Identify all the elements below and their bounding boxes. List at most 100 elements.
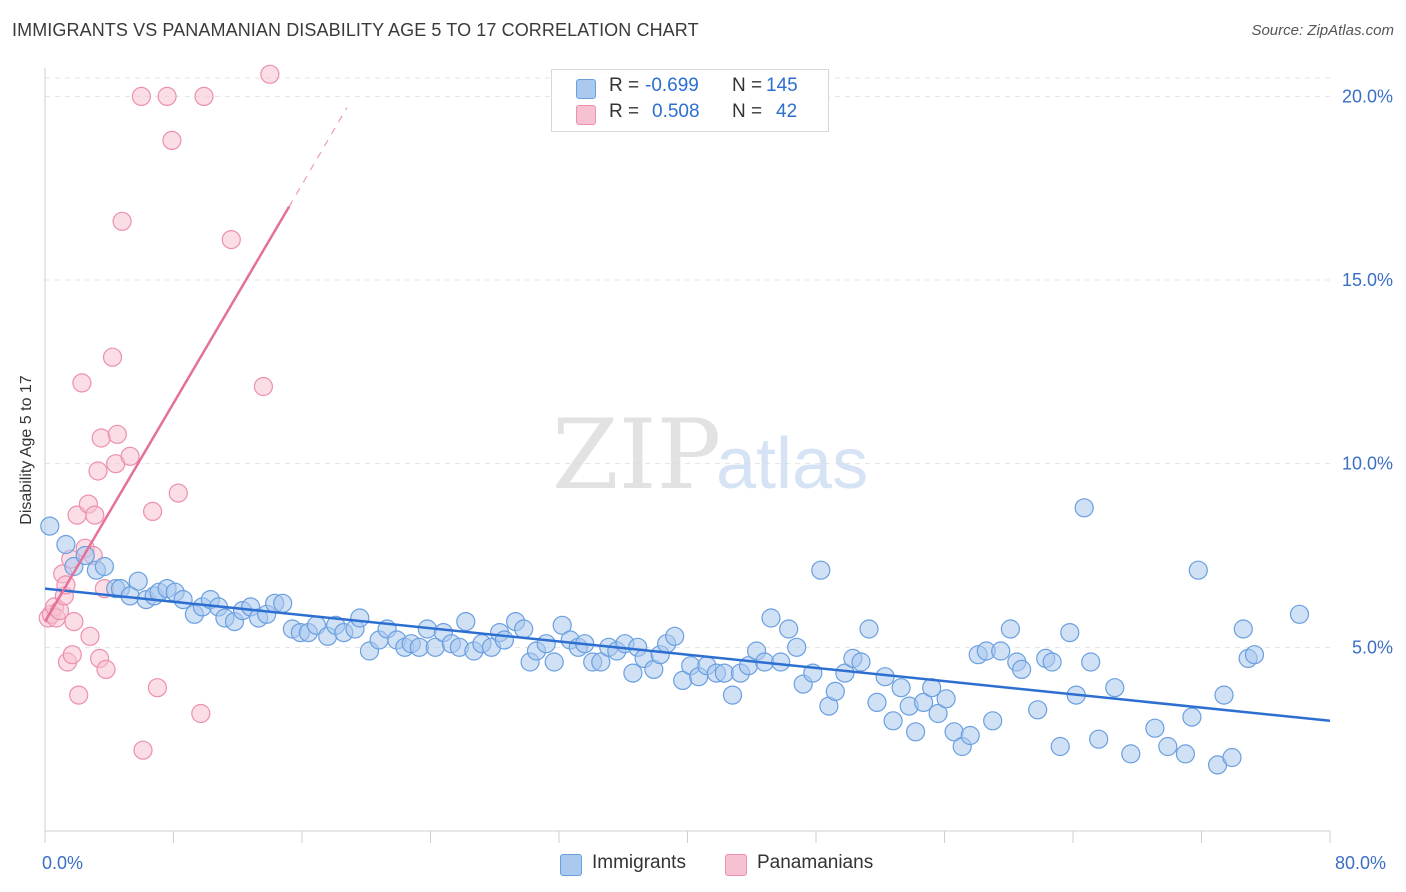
swatch-panamanians (576, 105, 596, 125)
point-immigrants (1289, 604, 1310, 624)
trend-line-immigrants (44, 587, 1331, 723)
n-label: N = (732, 101, 763, 122)
point-panamanians (102, 347, 123, 367)
point-immigrants (591, 652, 611, 672)
stats-row-immigrants: R = -0.699 N = 145 (552, 75, 828, 101)
point-immigrants (771, 652, 791, 672)
point-immigrants (835, 663, 855, 683)
chart-title: IMMIGRANTS VS PANAMANIAN DISABILITY AGE … (12, 20, 699, 40)
point-panamanians (64, 611, 84, 632)
point-panamanians (72, 373, 92, 393)
point-immigrants (1233, 619, 1253, 639)
point-immigrants (665, 626, 685, 646)
point-immigrants (1042, 652, 1062, 672)
point-panamanians (112, 211, 132, 231)
y-axis-label: Disability Age 5 to 17 (18, 375, 35, 525)
point-panamanians (260, 64, 280, 84)
point-immigrants (623, 663, 643, 683)
watermark-atlas: atlas (716, 424, 868, 504)
points-panamanians (38, 64, 280, 760)
legend-swatch-immigrants (560, 854, 582, 876)
point-immigrants (928, 703, 948, 724)
point-immigrants (913, 692, 934, 713)
point-immigrants (1089, 729, 1109, 749)
y-tick-label: 5.0% (1352, 637, 1393, 657)
point-immigrants (1182, 707, 1202, 727)
point-immigrants (983, 711, 1003, 731)
point-immigrants (960, 725, 980, 746)
watermark: ZIP atlas (552, 399, 868, 511)
point-immigrants (409, 637, 429, 657)
point-immigrants (936, 689, 956, 709)
point-immigrants (761, 608, 781, 628)
point-immigrants (273, 593, 293, 613)
y-axis-label-wrap: Disability Age 5 to 17 (14, 300, 40, 600)
point-immigrants (905, 722, 926, 742)
point-panamanians (133, 740, 153, 760)
point-immigrants (851, 652, 871, 672)
point-immigrants (883, 711, 903, 731)
stats-row-panamanians: R = 0.508 N = 42 (552, 101, 828, 127)
point-immigrants (56, 534, 76, 555)
point-immigrants (991, 641, 1011, 661)
point-immigrants (1121, 744, 1141, 764)
n-label: N = (732, 75, 763, 96)
r-label: R = (609, 101, 640, 122)
point-immigrants (891, 678, 911, 698)
n-value: 42 (776, 101, 798, 122)
point-panamanians (162, 130, 182, 150)
point-panamanians (80, 626, 100, 646)
legend-swatch-panamanians (725, 854, 747, 876)
point-immigrants (94, 556, 115, 577)
points-immigrants (40, 498, 1310, 775)
point-immigrants (544, 652, 564, 672)
point-immigrants (722, 685, 743, 705)
point-panamanians (96, 659, 116, 680)
point-panamanians (191, 703, 211, 724)
y-tick-label: 10.0% (1342, 454, 1393, 474)
watermark-zip: ZIP (552, 399, 721, 511)
point-panamanians (120, 446, 140, 466)
point-immigrants (1222, 747, 1242, 768)
trend-line-panamanians (43, 205, 291, 623)
point-immigrants (40, 516, 60, 536)
point-immigrants (1244, 645, 1265, 665)
point-panamanians (69, 685, 89, 705)
x-tick-label-max: 80.0% (1335, 853, 1387, 873)
point-immigrants (456, 611, 476, 632)
point-immigrants (1081, 652, 1101, 672)
trend-line-panamanians-extension (288, 107, 348, 207)
point-immigrants (1050, 736, 1070, 757)
x-tick-label-min: 0.0% (42, 853, 84, 873)
point-immigrants (1028, 700, 1048, 720)
point-immigrants (1158, 736, 1178, 757)
point-immigrants (514, 619, 534, 639)
r-value: -0.699 (645, 75, 699, 96)
point-immigrants (1175, 744, 1196, 764)
n-value: 145 (766, 75, 798, 96)
point-panamanians (157, 86, 177, 107)
trend-lines (43, 107, 1331, 723)
point-immigrants (1188, 560, 1208, 580)
point-immigrants (173, 589, 193, 610)
y-tick-labels: 5.0% 10.0% 15.0% 20.0% (1342, 86, 1393, 657)
point-panamanians (88, 461, 108, 481)
legend-label-immigrants: Immigrants (592, 852, 686, 873)
point-immigrants (1214, 685, 1234, 705)
point-panamanians (143, 501, 163, 521)
point-immigrants (811, 560, 831, 580)
point-immigrants (350, 608, 370, 628)
point-panamanians (253, 376, 273, 397)
axes (44, 68, 1331, 843)
point-immigrants (787, 637, 807, 657)
point-panamanians (221, 230, 241, 250)
r-value: 0.508 (652, 101, 700, 122)
legend-label-panamanians: Panamanians (757, 852, 874, 873)
swatch-immigrants (576, 79, 596, 99)
point-panamanians (131, 86, 151, 107)
point-immigrants (1105, 678, 1125, 698)
point-immigrants (494, 630, 514, 650)
point-panamanians (168, 483, 188, 503)
point-immigrants (536, 634, 556, 654)
